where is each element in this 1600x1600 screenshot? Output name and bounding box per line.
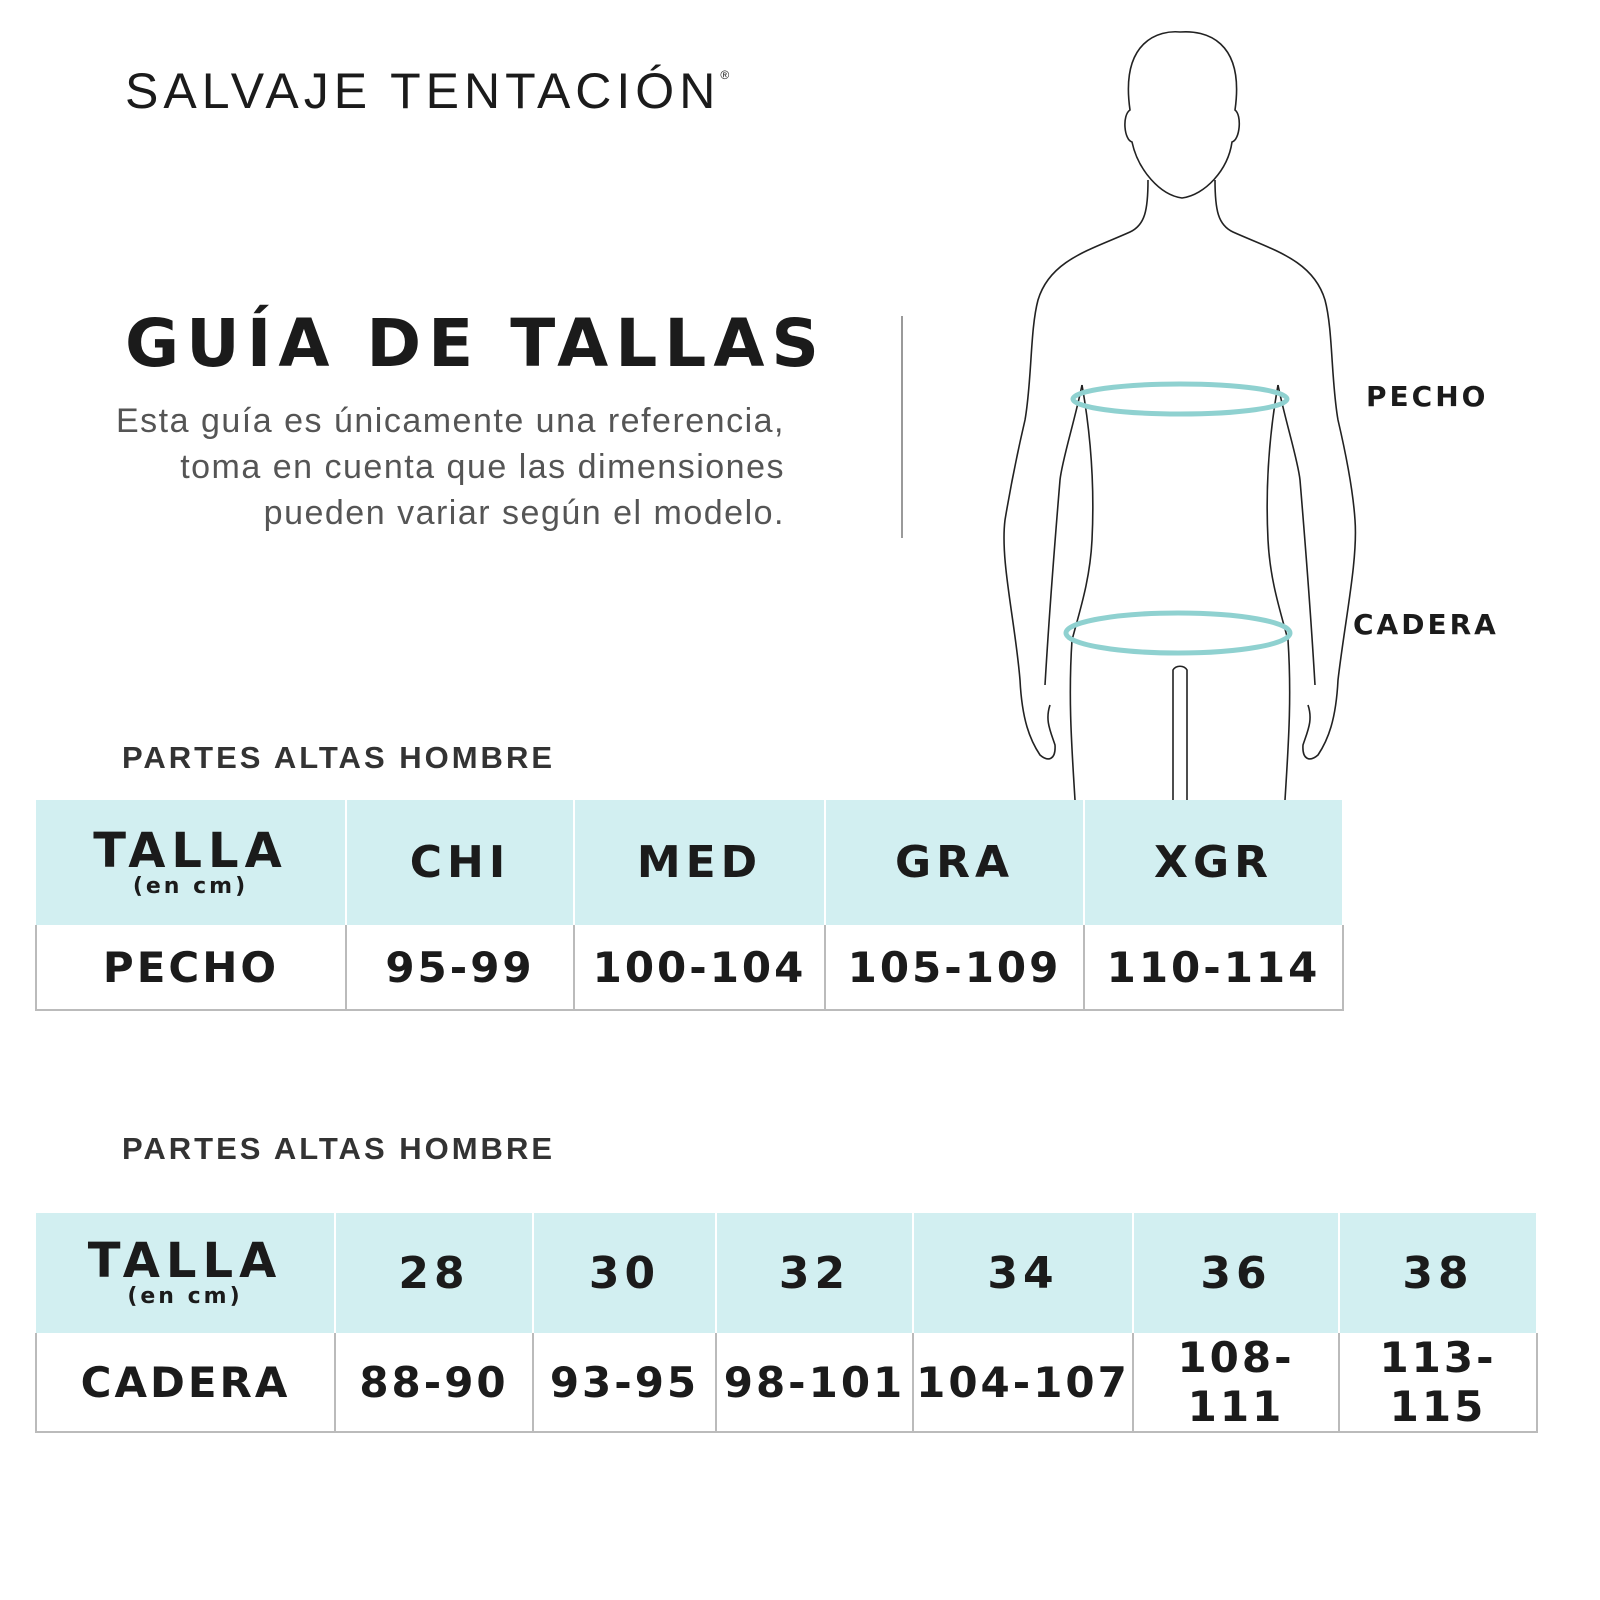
chest-label: PECHO	[1366, 380, 1489, 413]
unit-label: (en cm)	[132, 873, 249, 899]
size-header: 32	[715, 1213, 914, 1333]
size-header: CHI	[345, 800, 575, 925]
description: Esta guía es únicamente una referencia, …	[116, 402, 785, 532]
table-row: PECHO 95-99 100-104 105-109 110-114	[35, 925, 1344, 1011]
divider	[901, 316, 903, 538]
table-header-row: TALLA (en cm) 28 30 32 34 36 38	[36, 1213, 1538, 1333]
unit-label: (en cm)	[127, 1284, 243, 1309]
table-cell: 108-111	[1132, 1333, 1340, 1433]
talla-label: TALLA	[93, 822, 288, 879]
size-header: 36	[1132, 1213, 1340, 1333]
talla-label: TALLA	[87, 1233, 283, 1289]
section-title-chest: PARTES ALTAS HOMBRE	[122, 740, 556, 775]
hip-size-table: TALLA (en cm) 28 30 32 34 36 38 CADERA 88…	[35, 1213, 1538, 1433]
table-row: CADERA 88-90 93-95 98-101 104-107 108-11…	[35, 1333, 1538, 1433]
size-header: GRA	[824, 800, 1085, 925]
size-header: 28	[334, 1213, 534, 1333]
size-header: 30	[532, 1213, 717, 1333]
table-cell: 110-114	[1083, 925, 1344, 1011]
talla-header: TALLA (en cm)	[36, 800, 347, 925]
hip-measure-ring	[1063, 610, 1293, 656]
table-cell: 113-115	[1338, 1333, 1538, 1433]
size-header: 38	[1338, 1213, 1538, 1333]
registered-mark: ®	[720, 68, 730, 82]
table-header-row: TALLA (en cm) CHI MED GRA XGR	[36, 800, 1344, 925]
table-cell: 104-107	[912, 1333, 1134, 1433]
table-cell: 105-109	[824, 925, 1085, 1011]
size-header: XGR	[1083, 800, 1344, 925]
size-header: MED	[573, 800, 826, 925]
table-cell: 98-101	[715, 1333, 914, 1433]
hip-label: CADERA	[1353, 608, 1499, 641]
section-title-hip: PARTES ALTAS HOMBRE	[122, 1131, 556, 1166]
table-cell: 88-90	[334, 1333, 534, 1433]
brand-logo: SALVAJE TENTACIÓN®	[125, 62, 729, 120]
talla-header: TALLA (en cm)	[36, 1213, 336, 1333]
row-label: PECHO	[35, 925, 347, 1011]
page-title: GUÍA DE TALLAS	[125, 305, 826, 382]
table-cell: 100-104	[573, 925, 826, 1011]
size-header: 34	[912, 1213, 1134, 1333]
table-cell: 93-95	[532, 1333, 717, 1433]
row-label: CADERA	[35, 1333, 336, 1433]
brand-name: SALVAJE TENTACIÓN	[125, 63, 721, 119]
table-cell: 95-99	[345, 925, 575, 1011]
chest-measure-ring	[1070, 381, 1290, 417]
chest-size-table: TALLA (en cm) CHI MED GRA XGR PECHO 95-99…	[35, 800, 1344, 1011]
